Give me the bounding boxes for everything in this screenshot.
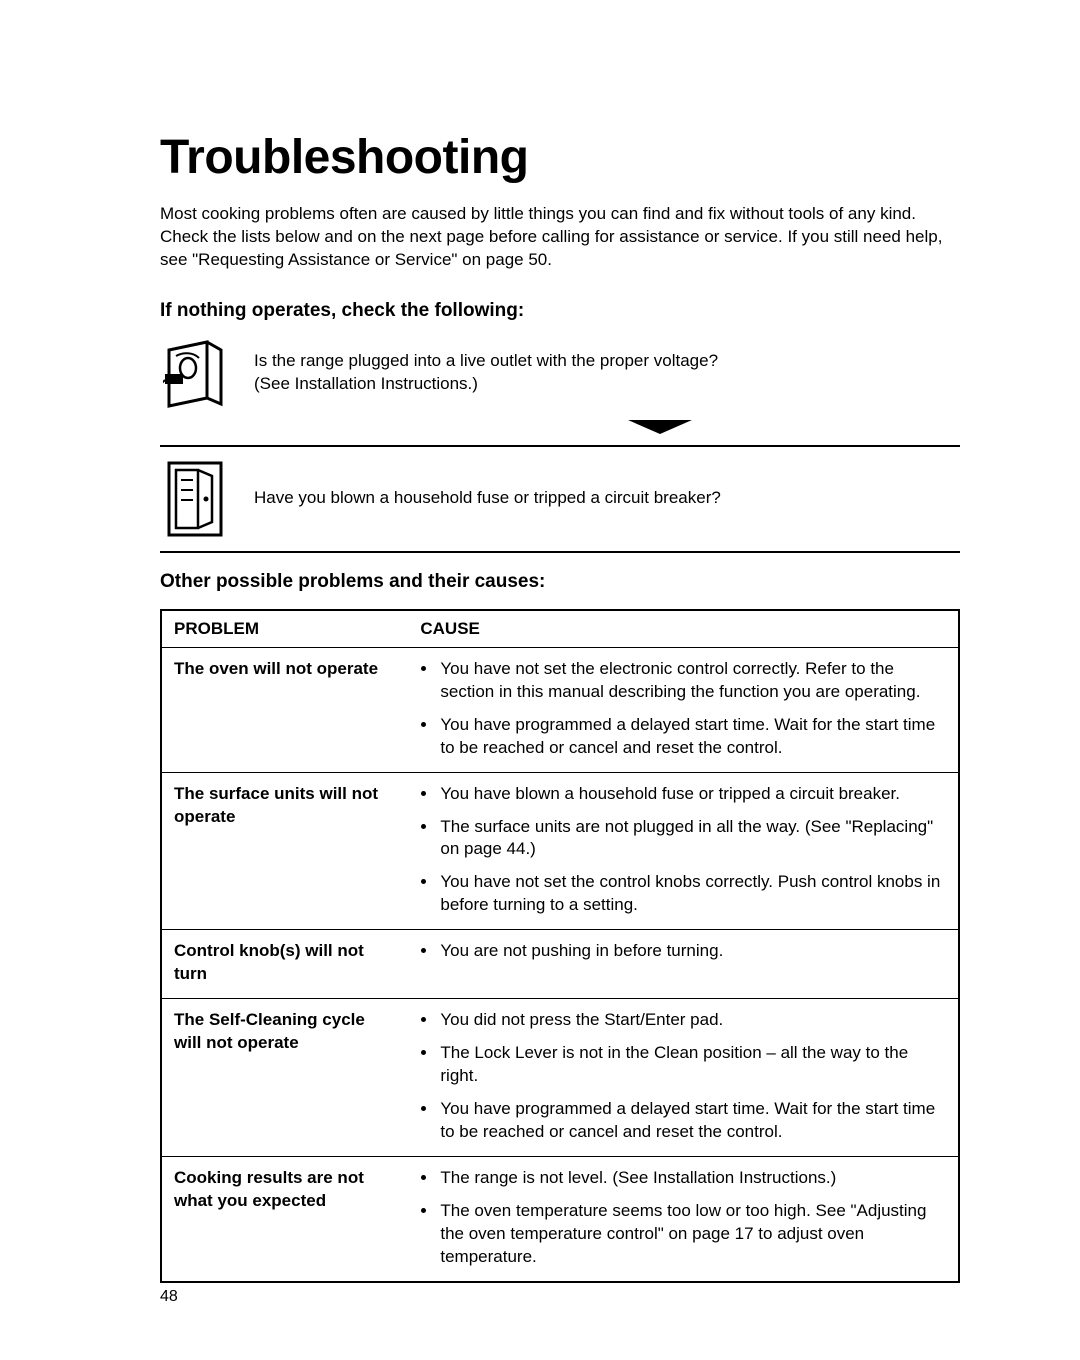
col-header-cause: CAUSE	[408, 610, 959, 648]
cause-cell: The range is not level. (See Installatio…	[408, 1156, 959, 1281]
section-heading-problems: Other possible problems and their causes…	[160, 571, 960, 593]
plug-outlet-icon	[160, 338, 230, 414]
table-row: The surface units will not operate You ha…	[161, 772, 959, 930]
cause-item: The range is not level. (See Installatio…	[438, 1167, 946, 1190]
problem-cell: Control knob(s) will not turn	[161, 930, 408, 999]
fuse-box-icon	[160, 461, 230, 537]
section-heading-check: If nothing operates, check the following…	[160, 300, 960, 322]
cause-item: The Lock Lever is not in the Clean posit…	[438, 1042, 946, 1088]
check-text-plug: Is the range plugged into a live outlet …	[254, 338, 718, 396]
table-row: Cooking results are not what you expecte…	[161, 1156, 959, 1281]
page: Troubleshooting Most cooking problems of…	[0, 0, 1080, 1360]
divider-line	[160, 445, 960, 447]
page-number: 48	[160, 1288, 178, 1306]
cause-item: You have programmed a delayed start time…	[438, 714, 946, 760]
troubleshooting-table: PROBLEM CAUSE The oven will not operate Y…	[160, 609, 960, 1283]
table-row: The oven will not operate You have not se…	[161, 647, 959, 772]
table-row: The Self-Cleaning cycle will not operate…	[161, 999, 959, 1157]
col-header-problem: PROBLEM	[161, 610, 408, 648]
cause-item: You are not pushing in before turning.	[438, 940, 946, 963]
cause-cell: You have blown a household fuse or tripp…	[408, 772, 959, 930]
problem-cell: The surface units will not operate	[161, 772, 408, 930]
check-row-fuse: Have you blown a household fuse or tripp…	[160, 461, 960, 537]
problem-cell: The Self-Cleaning cycle will not operate	[161, 999, 408, 1157]
divider-line-2	[160, 551, 960, 553]
check-row-plug: Is the range plugged into a live outlet …	[160, 338, 960, 414]
check-text-fuse: Have you blown a household fuse or tripp…	[254, 461, 721, 510]
cause-item: You did not press the Start/Enter pad.	[438, 1009, 946, 1032]
cause-cell: You have not set the electronic control …	[408, 647, 959, 772]
cause-item: You have not set the electronic control …	[438, 658, 946, 704]
cause-item: You have programmed a delayed start time…	[438, 1098, 946, 1144]
problem-cell: The oven will not operate	[161, 647, 408, 772]
arrow-down-icon	[360, 420, 960, 439]
table-row: Control knob(s) will not turn You are not…	[161, 930, 959, 999]
page-title: Troubleshooting	[160, 130, 960, 185]
problem-cell: Cooking results are not what you expecte…	[161, 1156, 408, 1281]
intro-paragraph: Most cooking problems often are caused b…	[160, 203, 960, 272]
cause-cell: You are not pushing in before turning.	[408, 930, 959, 999]
cause-cell: You did not press the Start/Enter pad. Th…	[408, 999, 959, 1157]
cause-item: The surface units are not plugged in all…	[438, 816, 946, 862]
cause-item: The oven temperature seems too low or to…	[438, 1200, 946, 1269]
cause-item: You have blown a household fuse or tripp…	[438, 783, 946, 806]
cause-item: You have not set the control knobs corre…	[438, 871, 946, 917]
table-header-row: PROBLEM CAUSE	[161, 610, 959, 648]
